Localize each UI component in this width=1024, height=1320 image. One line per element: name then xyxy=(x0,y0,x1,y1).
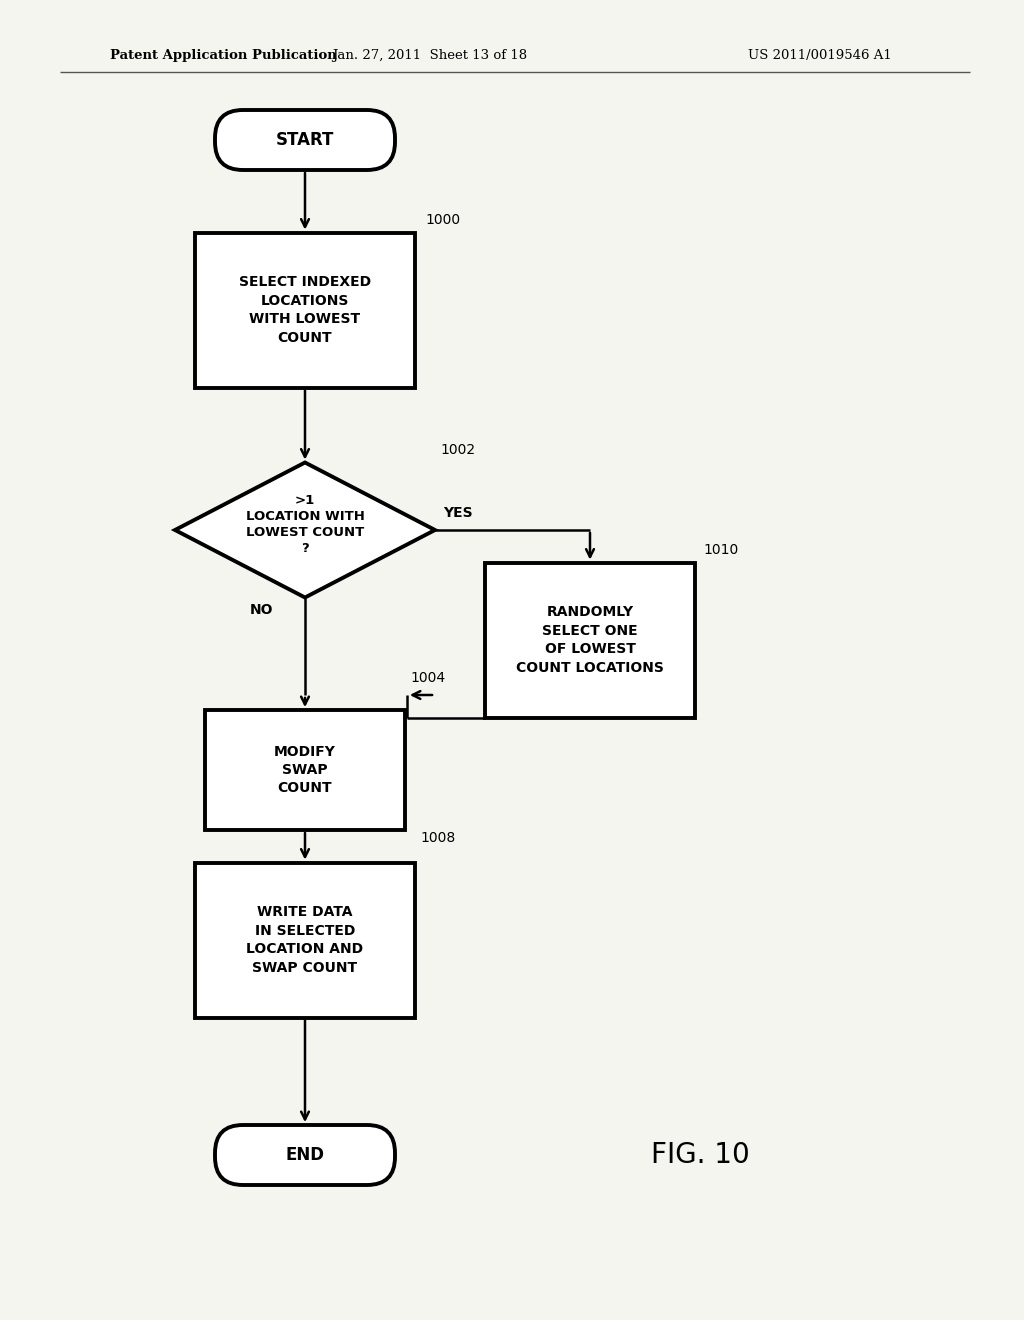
Text: Jan. 27, 2011  Sheet 13 of 18: Jan. 27, 2011 Sheet 13 of 18 xyxy=(333,49,527,62)
Text: US 2011/0019546 A1: US 2011/0019546 A1 xyxy=(749,49,892,62)
Text: NO: NO xyxy=(250,602,273,616)
Text: START: START xyxy=(275,131,334,149)
Text: END: END xyxy=(286,1146,325,1164)
Bar xyxy=(195,862,415,1018)
Text: RANDOMLY
SELECT ONE
OF LOWEST
COUNT LOCATIONS: RANDOMLY SELECT ONE OF LOWEST COUNT LOCA… xyxy=(516,606,664,675)
FancyBboxPatch shape xyxy=(215,110,395,170)
Text: SELECT INDEXED
LOCATIONS
WITH LOWEST
COUNT: SELECT INDEXED LOCATIONS WITH LOWEST COU… xyxy=(239,276,371,345)
Text: WRITE DATA
IN SELECTED
LOCATION AND
SWAP COUNT: WRITE DATA IN SELECTED LOCATION AND SWAP… xyxy=(247,906,364,974)
Text: 1010: 1010 xyxy=(703,544,738,557)
Polygon shape xyxy=(175,462,435,598)
Text: 1002: 1002 xyxy=(440,444,475,458)
Bar xyxy=(195,232,415,388)
Text: 1008: 1008 xyxy=(420,830,456,845)
Text: 1004: 1004 xyxy=(410,671,445,685)
Bar xyxy=(485,562,695,718)
Bar xyxy=(205,710,406,830)
Text: FIG. 10: FIG. 10 xyxy=(650,1140,750,1170)
Text: 1000: 1000 xyxy=(425,214,460,227)
Text: YES: YES xyxy=(443,506,473,520)
Text: >1
LOCATION WITH
LOWEST COUNT
?: >1 LOCATION WITH LOWEST COUNT ? xyxy=(246,495,365,556)
FancyBboxPatch shape xyxy=(215,1125,395,1185)
Text: MODIFY
SWAP
COUNT: MODIFY SWAP COUNT xyxy=(274,744,336,796)
Text: Patent Application Publication: Patent Application Publication xyxy=(110,49,337,62)
